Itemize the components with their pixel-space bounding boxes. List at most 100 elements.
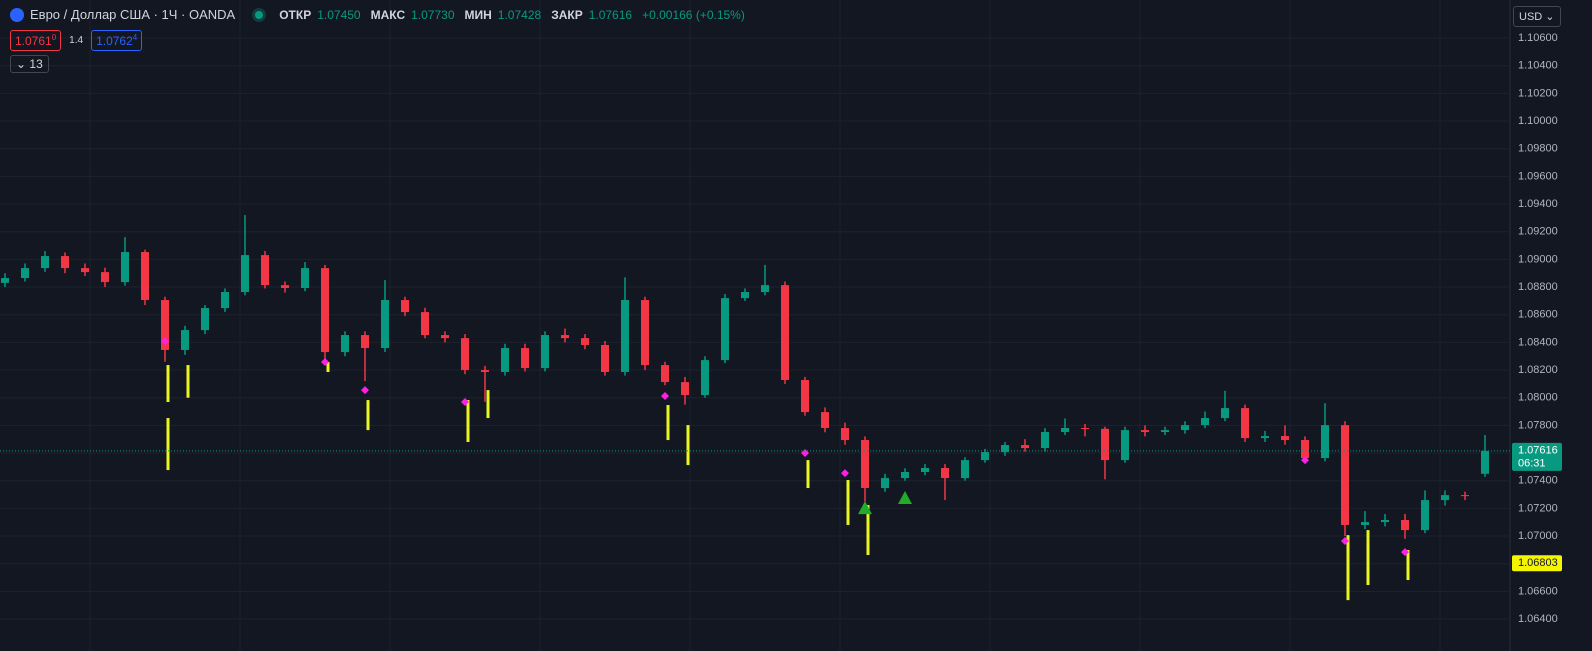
candle-body xyxy=(621,300,629,372)
buy-triangle xyxy=(898,491,912,505)
y-tick-label: 1.09000 xyxy=(1518,253,1558,265)
candle-body xyxy=(521,348,529,369)
y-tick-label: 1.09800 xyxy=(1518,143,1558,155)
buy-triangle xyxy=(858,501,872,515)
candle-body xyxy=(21,268,29,279)
signal-diamond xyxy=(1301,456,1309,465)
y-tick-label: 1.07800 xyxy=(1518,419,1558,431)
candle-body xyxy=(1141,430,1149,433)
candle-body xyxy=(1081,428,1089,430)
currency-select[interactable]: USD ⌄ xyxy=(1513,6,1561,27)
last-price: 1.07616 xyxy=(1518,445,1558,457)
candle-body xyxy=(1361,522,1369,525)
candle-body xyxy=(901,471,909,479)
symbol-icon xyxy=(10,7,24,22)
candle-body xyxy=(421,312,429,336)
candle-body xyxy=(461,338,469,371)
high-value: 1.07730 xyxy=(411,7,455,22)
y-tick-label: 1.10200 xyxy=(1518,87,1558,99)
sell-price: 1.0761 xyxy=(15,34,52,48)
candle-body xyxy=(1221,408,1229,419)
candle-body xyxy=(981,452,989,461)
candle-body xyxy=(821,412,829,429)
symbol[interactable]: Евро / Доллар США · 1Ч · OANDA xyxy=(30,7,236,22)
candle-body xyxy=(721,298,729,361)
high-label: МАКС xyxy=(370,7,406,22)
candle-body xyxy=(201,308,209,331)
candle-body xyxy=(941,467,949,479)
candle-body xyxy=(1401,519,1409,531)
level-label: 1.06803 xyxy=(1518,557,1558,569)
y-tick-label: 1.10600 xyxy=(1518,32,1558,44)
candle-body xyxy=(761,285,769,293)
candle-body xyxy=(61,256,69,269)
trade-row: 1.07610 1.4 1.07624 xyxy=(10,30,143,51)
buy-button[interactable]: 1.07624 xyxy=(91,30,143,51)
candle-body xyxy=(1121,430,1129,461)
y-tick-label: 1.09400 xyxy=(1518,198,1558,210)
candle-body xyxy=(181,330,189,350)
candle-body xyxy=(1061,428,1069,433)
candle-body xyxy=(241,255,249,293)
y-tick-label: 1.09600 xyxy=(1518,170,1558,182)
candle-body xyxy=(601,345,609,372)
indicator-count: 13 xyxy=(29,57,43,71)
y-tick-label: 1.09200 xyxy=(1518,226,1558,238)
y-tick-label: 1.07400 xyxy=(1518,475,1558,487)
last-price-box xyxy=(1512,442,1562,471)
candle-body xyxy=(381,300,389,349)
candle-body xyxy=(1461,495,1469,497)
candle-body xyxy=(1341,425,1349,525)
signal-diamond xyxy=(161,336,169,345)
candle-body xyxy=(501,348,509,372)
candle-body xyxy=(321,268,329,353)
candle-body xyxy=(1021,445,1029,449)
candle-body xyxy=(161,300,169,350)
sell-button[interactable]: 1.07610 xyxy=(10,30,62,51)
candle-body xyxy=(541,335,549,369)
y-tick-label: 1.08200 xyxy=(1518,364,1558,376)
buy-price: 1.0762 xyxy=(96,34,133,48)
candle-body xyxy=(561,335,569,339)
y-tick-label: 1.08800 xyxy=(1518,281,1558,293)
candle-body xyxy=(1161,430,1169,433)
indicators-toggle[interactable]: ⌄ 13 xyxy=(10,55,49,73)
y-tick-label: 1.08600 xyxy=(1518,309,1558,321)
candle-body xyxy=(101,272,109,283)
candle-body xyxy=(481,370,489,372)
candle-body xyxy=(681,382,689,396)
signal-diamond xyxy=(321,358,329,367)
market-status xyxy=(255,10,264,19)
candle-body xyxy=(1201,418,1209,426)
candle-body xyxy=(1381,519,1389,523)
y-tick-label: 1.08400 xyxy=(1518,336,1558,348)
candle-body xyxy=(1261,436,1269,439)
candle-body xyxy=(661,365,669,383)
signal-diamond xyxy=(841,469,849,478)
candle-body xyxy=(1241,408,1249,439)
buy-sup: 4 xyxy=(132,33,138,42)
open-label: ОТКР xyxy=(279,7,312,22)
candle-body xyxy=(121,252,129,283)
signal-diamond xyxy=(361,386,369,395)
candle-body xyxy=(81,268,89,273)
level-box xyxy=(1512,555,1562,572)
candle-body xyxy=(1041,432,1049,449)
change: +0.00166 (+0.15%) xyxy=(642,7,745,22)
low-label: МИН xyxy=(464,7,492,22)
signal-diamond xyxy=(1401,548,1409,557)
candle-body xyxy=(1301,440,1309,459)
signal-diamond xyxy=(461,397,469,406)
open-value: 1.07450 xyxy=(317,7,361,22)
candle-body xyxy=(1281,436,1289,441)
candle-body xyxy=(1321,425,1329,459)
candle-body xyxy=(841,428,849,441)
candle-body xyxy=(921,467,929,472)
candle-body xyxy=(1421,500,1429,531)
currency: USD xyxy=(1519,11,1543,23)
header: Евро / Доллар США · 1Ч · OANDA ОТКР 1.074… xyxy=(10,7,749,22)
candle-body xyxy=(141,252,149,301)
candle-body xyxy=(881,478,889,489)
